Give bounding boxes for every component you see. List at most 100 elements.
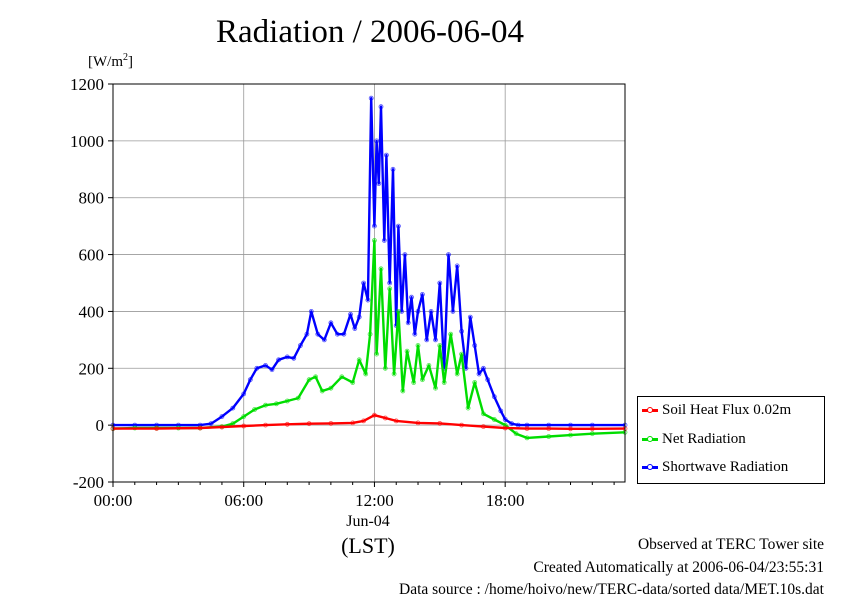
data-point — [491, 394, 497, 400]
data-point — [219, 424, 225, 430]
y-tick-label: 1000 — [70, 132, 104, 151]
y-tick-label: 200 — [79, 359, 105, 378]
data-point — [308, 308, 314, 314]
legend-label-shortwave: Shortwave Radiation — [662, 458, 789, 475]
series-line — [112, 239, 626, 440]
data-point — [269, 367, 275, 373]
y-tick-label: 0 — [96, 416, 105, 435]
axis-ticks: -200 0 200 400 600 800 1000 1200 00:00 06:00 12:00… — [70, 75, 615, 510]
data-point — [589, 426, 595, 432]
data-point — [219, 414, 225, 420]
data-point — [399, 308, 405, 314]
data-point — [368, 95, 374, 101]
data-point — [284, 398, 290, 404]
y-tick-label: -200 — [73, 473, 104, 492]
y-axis-unit-label: [W/m2] — [88, 52, 133, 71]
data-point — [350, 420, 356, 426]
data-point — [546, 434, 552, 439]
series-line — [113, 96, 625, 427]
legend-swatch-net — [642, 435, 658, 442]
data-point — [387, 286, 393, 292]
series-layer — [110, 95, 628, 441]
data-point — [472, 380, 478, 385]
data-point — [498, 408, 504, 414]
data-point — [480, 411, 486, 417]
data-point — [263, 362, 268, 368]
data-point — [450, 308, 456, 314]
data-point — [454, 263, 460, 269]
data-point — [391, 371, 397, 377]
data-point — [356, 314, 362, 320]
data-point — [502, 417, 508, 422]
data-point — [374, 351, 380, 357]
legend-item-soil-heat-flux: Soil Heat Flux 0.02m — [642, 400, 791, 420]
data-point — [509, 421, 515, 427]
data-point — [154, 426, 160, 432]
data-point — [315, 331, 321, 337]
legend-swatch-shortwave — [642, 463, 658, 470]
data-point — [589, 431, 595, 437]
data-point — [247, 377, 253, 383]
data-point — [459, 328, 465, 334]
data-point — [381, 237, 387, 243]
data-point — [371, 237, 377, 243]
data-point — [415, 343, 421, 348]
footer-observed-site: Observed at TERC Tower site — [637, 536, 824, 553]
data-point — [348, 311, 353, 317]
data-point — [476, 371, 482, 377]
x-tick-label: 12:00 — [355, 491, 394, 510]
y-tick-label: 400 — [79, 302, 105, 321]
data-point — [383, 152, 389, 158]
data-point — [319, 388, 325, 394]
data-point — [459, 422, 465, 428]
data-point — [412, 331, 418, 337]
series-line — [113, 414, 626, 430]
data-point — [306, 377, 312, 383]
data-point — [446, 252, 451, 258]
data-point — [409, 294, 414, 300]
data-point — [382, 365, 388, 371]
data-point — [387, 280, 393, 286]
data-point — [378, 266, 384, 272]
x-axis-date-label: Jun-04 — [346, 513, 390, 530]
data-point — [252, 407, 258, 412]
data-point — [374, 138, 380, 144]
legend-label-net: Net Radiation — [662, 430, 746, 447]
data-point — [241, 391, 247, 397]
data-point — [339, 374, 345, 380]
data-point — [367, 331, 373, 337]
y-tick-label: 1200 — [70, 75, 104, 94]
chart-legend: Soil Heat Flux 0.02m Net Radiation Short… — [637, 396, 825, 484]
data-point — [515, 422, 521, 428]
legend-swatch-soil — [642, 406, 658, 413]
data-point — [263, 402, 268, 408]
data-point — [513, 431, 519, 437]
data-point — [284, 421, 290, 427]
footer-created-timestamp: Created Automatically at 2006-06-04/23:5… — [533, 559, 824, 576]
data-point — [454, 371, 460, 377]
data-point — [328, 420, 334, 426]
data-point — [419, 291, 425, 297]
data-point — [276, 357, 282, 363]
data-point — [404, 348, 410, 354]
data-point — [352, 326, 358, 331]
legend-item-net-radiation: Net Radiation — [642, 429, 746, 449]
data-point — [313, 374, 319, 380]
data-point — [415, 308, 421, 314]
data-point — [341, 331, 347, 337]
data-point — [465, 405, 471, 411]
data-point — [424, 337, 430, 343]
data-point — [376, 181, 382, 186]
data-point — [356, 357, 362, 363]
data-point — [263, 422, 268, 428]
data-point — [295, 395, 301, 401]
data-point — [371, 223, 377, 229]
data-point — [382, 415, 388, 421]
data-point — [459, 351, 465, 357]
y-tick-label: 600 — [79, 246, 105, 265]
data-point — [405, 320, 411, 326]
data-point — [230, 405, 236, 411]
data-point — [361, 280, 367, 286]
data-point — [390, 166, 396, 172]
